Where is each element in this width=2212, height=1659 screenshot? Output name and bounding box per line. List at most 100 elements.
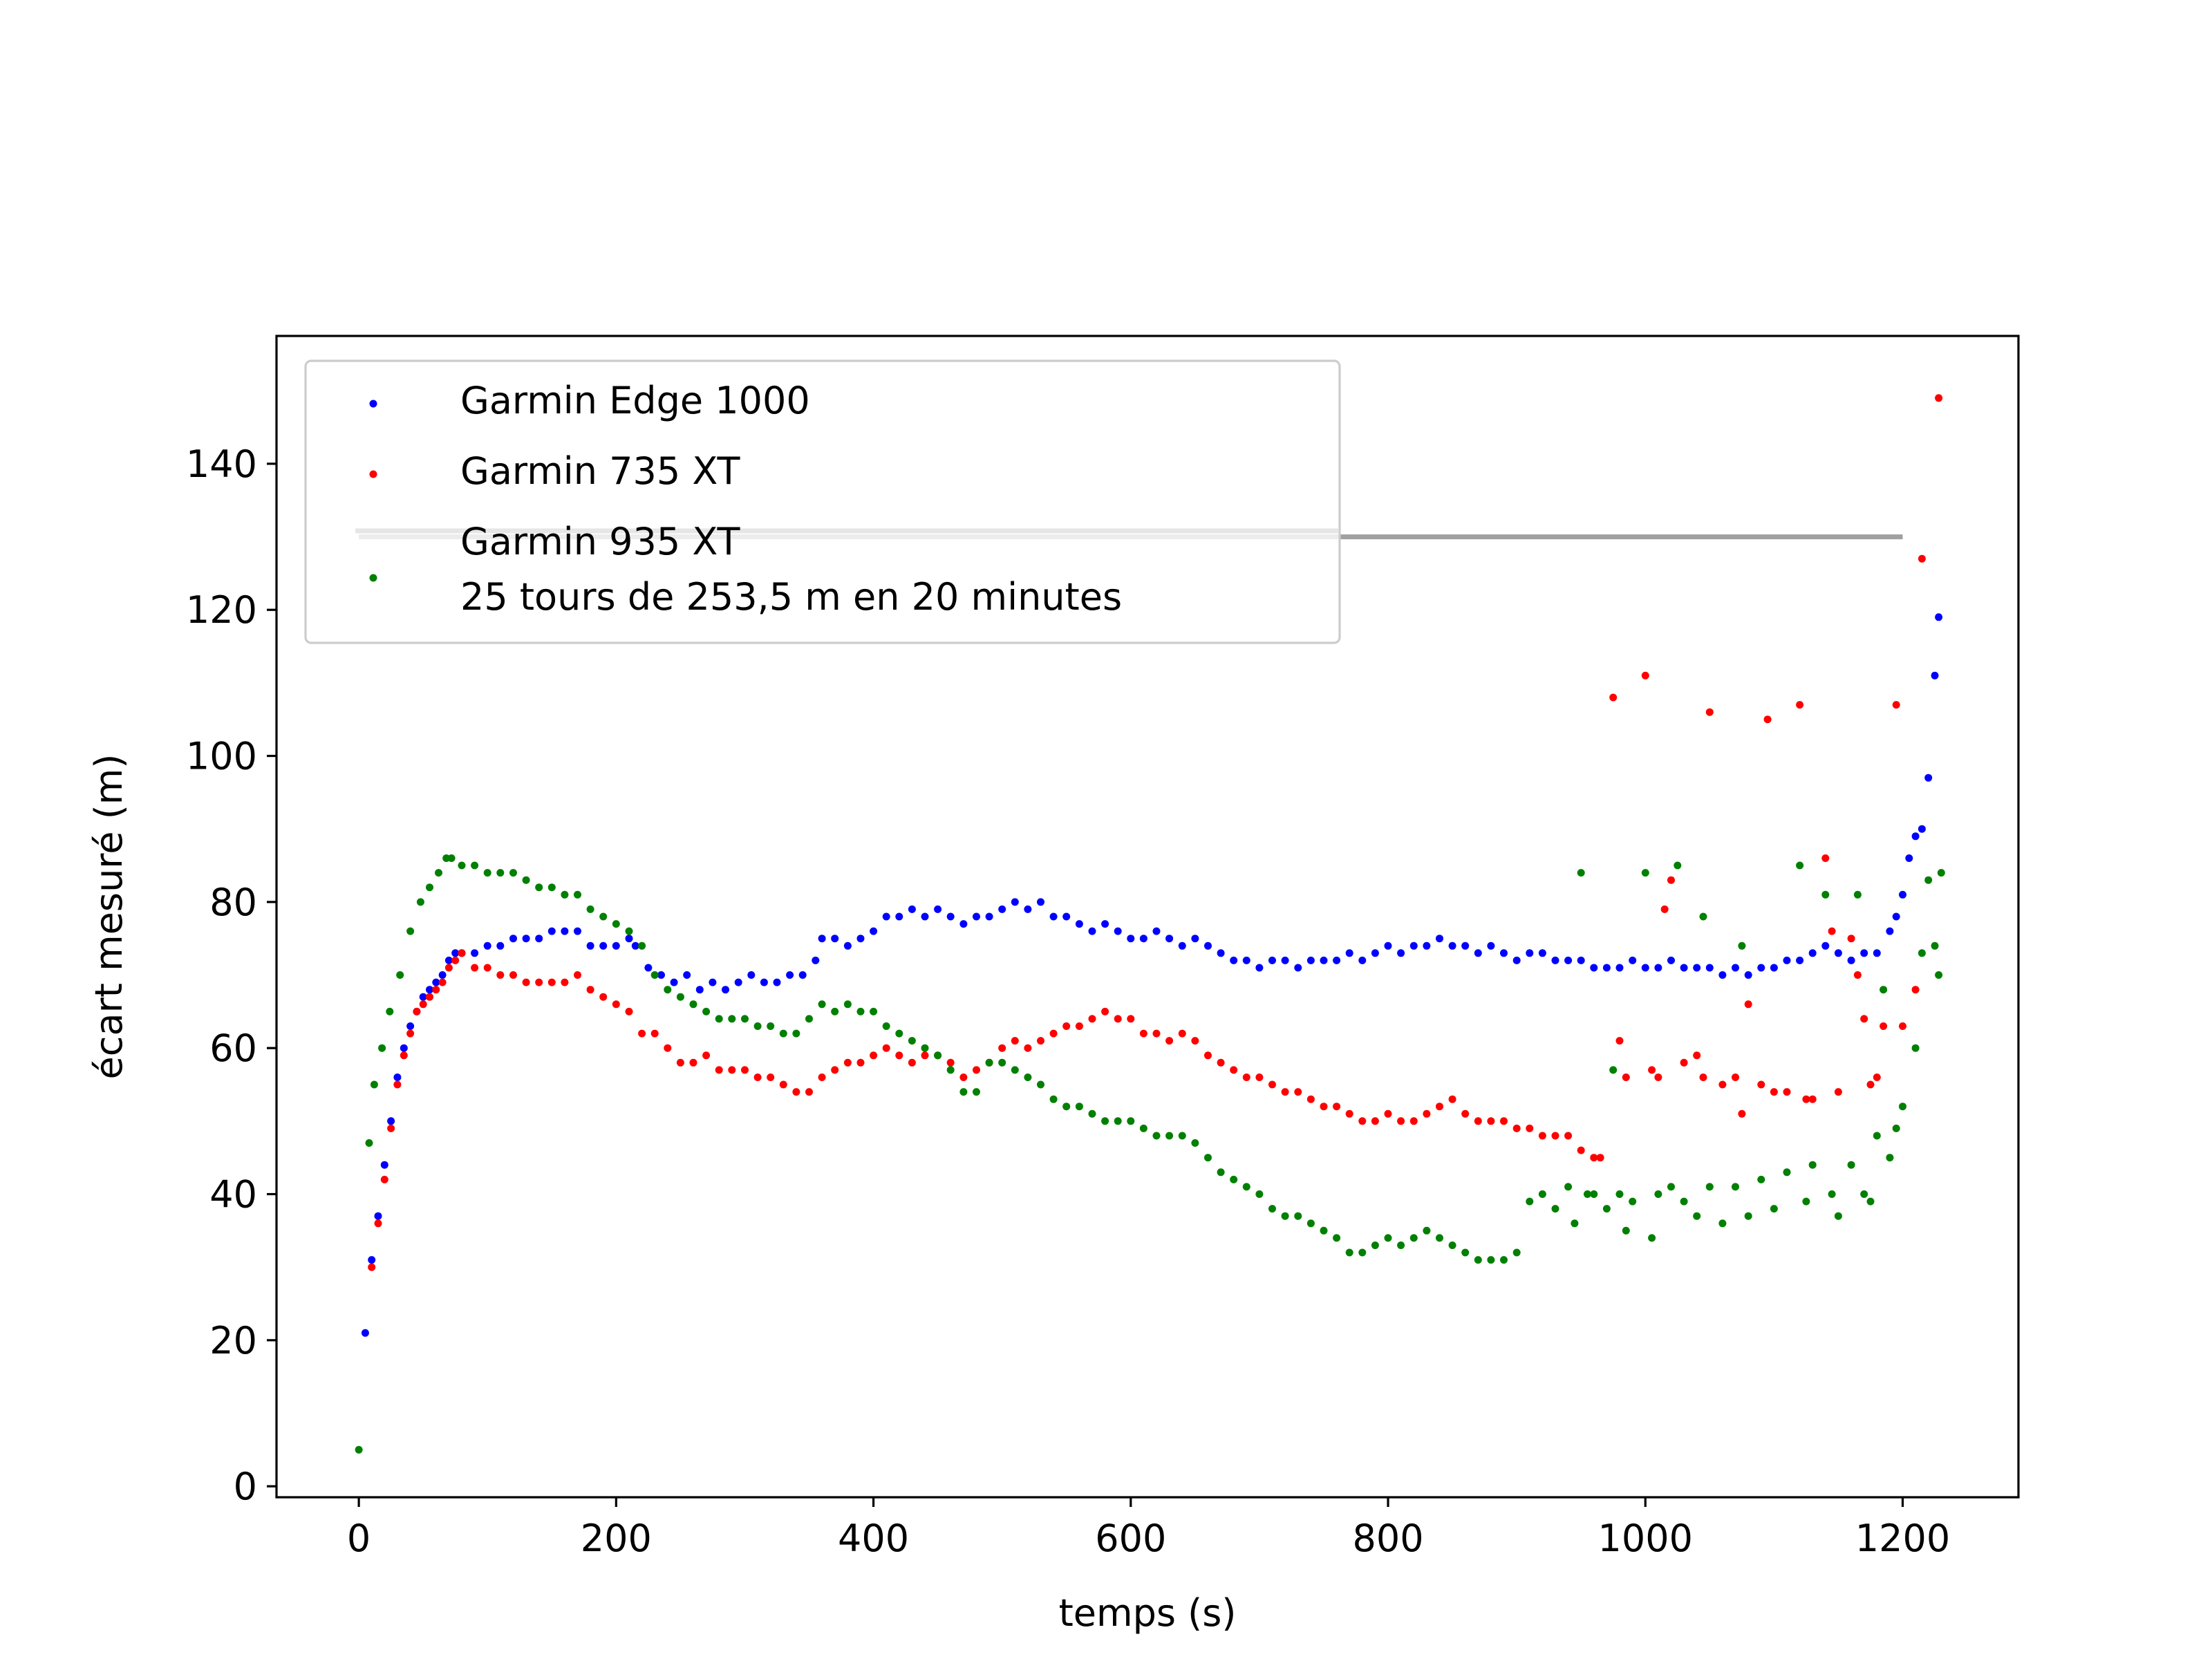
x-tick-label: 600 [1095,1517,1166,1560]
data-point-garmin-edge-1000 [1905,854,1913,862]
data-point-garmin-935-xt [483,869,491,877]
data-point-garmin-735-xt [438,978,447,986]
data-point-garmin-edge-1000 [612,941,620,950]
data-point-garmin-735-xt [1037,1037,1044,1045]
data-point-garmin-735-xt [1461,1109,1470,1118]
data-point-garmin-edge-1000 [509,935,517,943]
data-point-garmin-edge-1000 [361,1329,369,1337]
data-point-garmin-735-xt [1935,394,1943,402]
data-point-garmin-735-xt [1088,1015,1096,1023]
data-point-garmin-735-xt [1127,1015,1135,1023]
data-point-garmin-edge-1000 [1461,941,1470,950]
data-point-garmin-935-xt [1680,1197,1688,1206]
data-point-garmin-735-xt [419,1000,427,1009]
data-point-garmin-edge-1000 [1924,774,1933,782]
data-point-garmin-edge-1000 [1358,956,1367,964]
data-point-garmin-935-xt [1892,1124,1900,1132]
data-point-garmin-935-xt [547,883,556,892]
data-point-garmin-edge-1000 [946,912,955,921]
data-point-garmin-edge-1000 [426,986,433,994]
data-point-garmin-935-xt [574,890,581,899]
y-tick-label: 60 [209,1027,257,1070]
data-point-garmin-735-xt [1487,1117,1495,1125]
data-point-garmin-edge-1000 [908,905,916,913]
data-point-garmin-935-xt [1268,1205,1276,1213]
data-point-garmin-edge-1000 [1892,912,1900,921]
data-point-garmin-935-xt [767,1022,775,1030]
data-point-garmin-735-xt [1062,1022,1071,1030]
data-point-garmin-935-xt [1853,890,1862,899]
data-point-garmin-735-xt [664,1044,672,1052]
data-point-garmin-935-xt [1101,1117,1109,1125]
data-point-garmin-935-xt [1062,1103,1071,1111]
data-point-garmin-935-xt [1918,949,1926,957]
data-point-garmin-735-xt [1101,1007,1109,1015]
data-point-garmin-edge-1000 [1333,956,1341,964]
data-point-garmin-edge-1000 [657,971,665,979]
data-point-garmin-edge-1000 [1732,964,1739,972]
data-point-garmin-edge-1000 [985,912,993,921]
data-point-garmin-935-xt [908,1037,916,1045]
data-point-garmin-935-xt [1622,1226,1630,1235]
data-point-garmin-935-xt [1551,1205,1559,1213]
data-point-garmin-edge-1000 [535,935,543,943]
data-point-garmin-735-xt [496,971,505,979]
data-point-garmin-935-xt [1828,1190,1836,1198]
x-tick-label: 1000 [1598,1517,1693,1560]
data-point-garmin-935-xt [1937,869,1945,877]
data-point-garmin-935-xt [1114,1117,1122,1125]
x-axis-label: temps (s) [1059,1591,1237,1635]
data-point-garmin-edge-1000 [1345,949,1353,957]
data-point-garmin-935-xt [715,1015,723,1023]
data-point-garmin-edge-1000 [747,971,756,979]
x-tick-label: 400 [838,1517,909,1560]
data-point-garmin-935-xt [1699,912,1707,921]
data-point-garmin-935-xt [1127,1117,1135,1125]
data-point-garmin-edge-1000 [1423,941,1431,950]
data-point-garmin-735-xt [1281,1088,1289,1096]
data-point-garmin-edge-1000 [1230,956,1238,964]
data-point-garmin-735-xt [1500,1117,1508,1125]
data-point-garmin-735-xt [676,1058,684,1067]
data-point-garmin-935-xt [1423,1226,1431,1235]
data-point-garmin-935-xt [1178,1132,1186,1140]
data-point-garmin-edge-1000 [1744,971,1752,979]
data-point-garmin-935-xt [1242,1183,1250,1191]
data-point-garmin-edge-1000 [959,920,968,928]
data-point-garmin-edge-1000 [1320,956,1328,964]
data-point-garmin-935-xt [365,1139,373,1147]
data-point-garmin-edge-1000 [1487,941,1495,950]
data-point-garmin-edge-1000 [1654,964,1662,972]
data-point-garmin-edge-1000 [1770,964,1778,972]
data-point-garmin-edge-1000 [1294,964,1302,972]
data-point-garmin-735-xt [1763,715,1772,724]
data-point-garmin-735-xt [374,1219,382,1228]
data-point-garmin-735-xt [870,1051,878,1060]
data-point-garmin-735-xt [1397,1117,1405,1125]
data-point-garmin-935-xt [1757,1175,1765,1183]
data-point-garmin-935-xt [1571,1219,1579,1228]
data-point-garmin-edge-1000 [856,935,865,943]
data-point-garmin-edge-1000 [1757,964,1765,972]
data-point-garmin-735-xt [1732,1074,1739,1081]
data-point-garmin-735-xt [1770,1088,1778,1096]
data-point-garmin-735-xt [1808,1095,1817,1103]
data-point-garmin-935-xt [1448,1241,1456,1249]
data-point-garmin-735-xt [1204,1051,1212,1060]
data-point-garmin-735-xt [1680,1058,1688,1067]
legend-marker-garmin-935-xt [369,574,377,582]
data-point-garmin-735-xt [1699,1074,1707,1081]
y-tick-label: 140 [186,442,257,486]
data-point-garmin-edge-1000 [1306,956,1315,964]
data-point-garmin-935-xt [1152,1132,1161,1140]
data-point-garmin-735-xt [689,1058,697,1067]
data-point-garmin-735-xt [1693,1051,1701,1060]
data-point-garmin-935-xt [1320,1226,1328,1235]
data-point-garmin-735-xt [792,1088,800,1096]
data-point-garmin-edge-1000 [1847,956,1855,964]
data-point-garmin-edge-1000 [831,935,839,943]
data-point-garmin-935-xt [522,876,530,884]
data-point-garmin-935-xt [1165,1132,1174,1140]
